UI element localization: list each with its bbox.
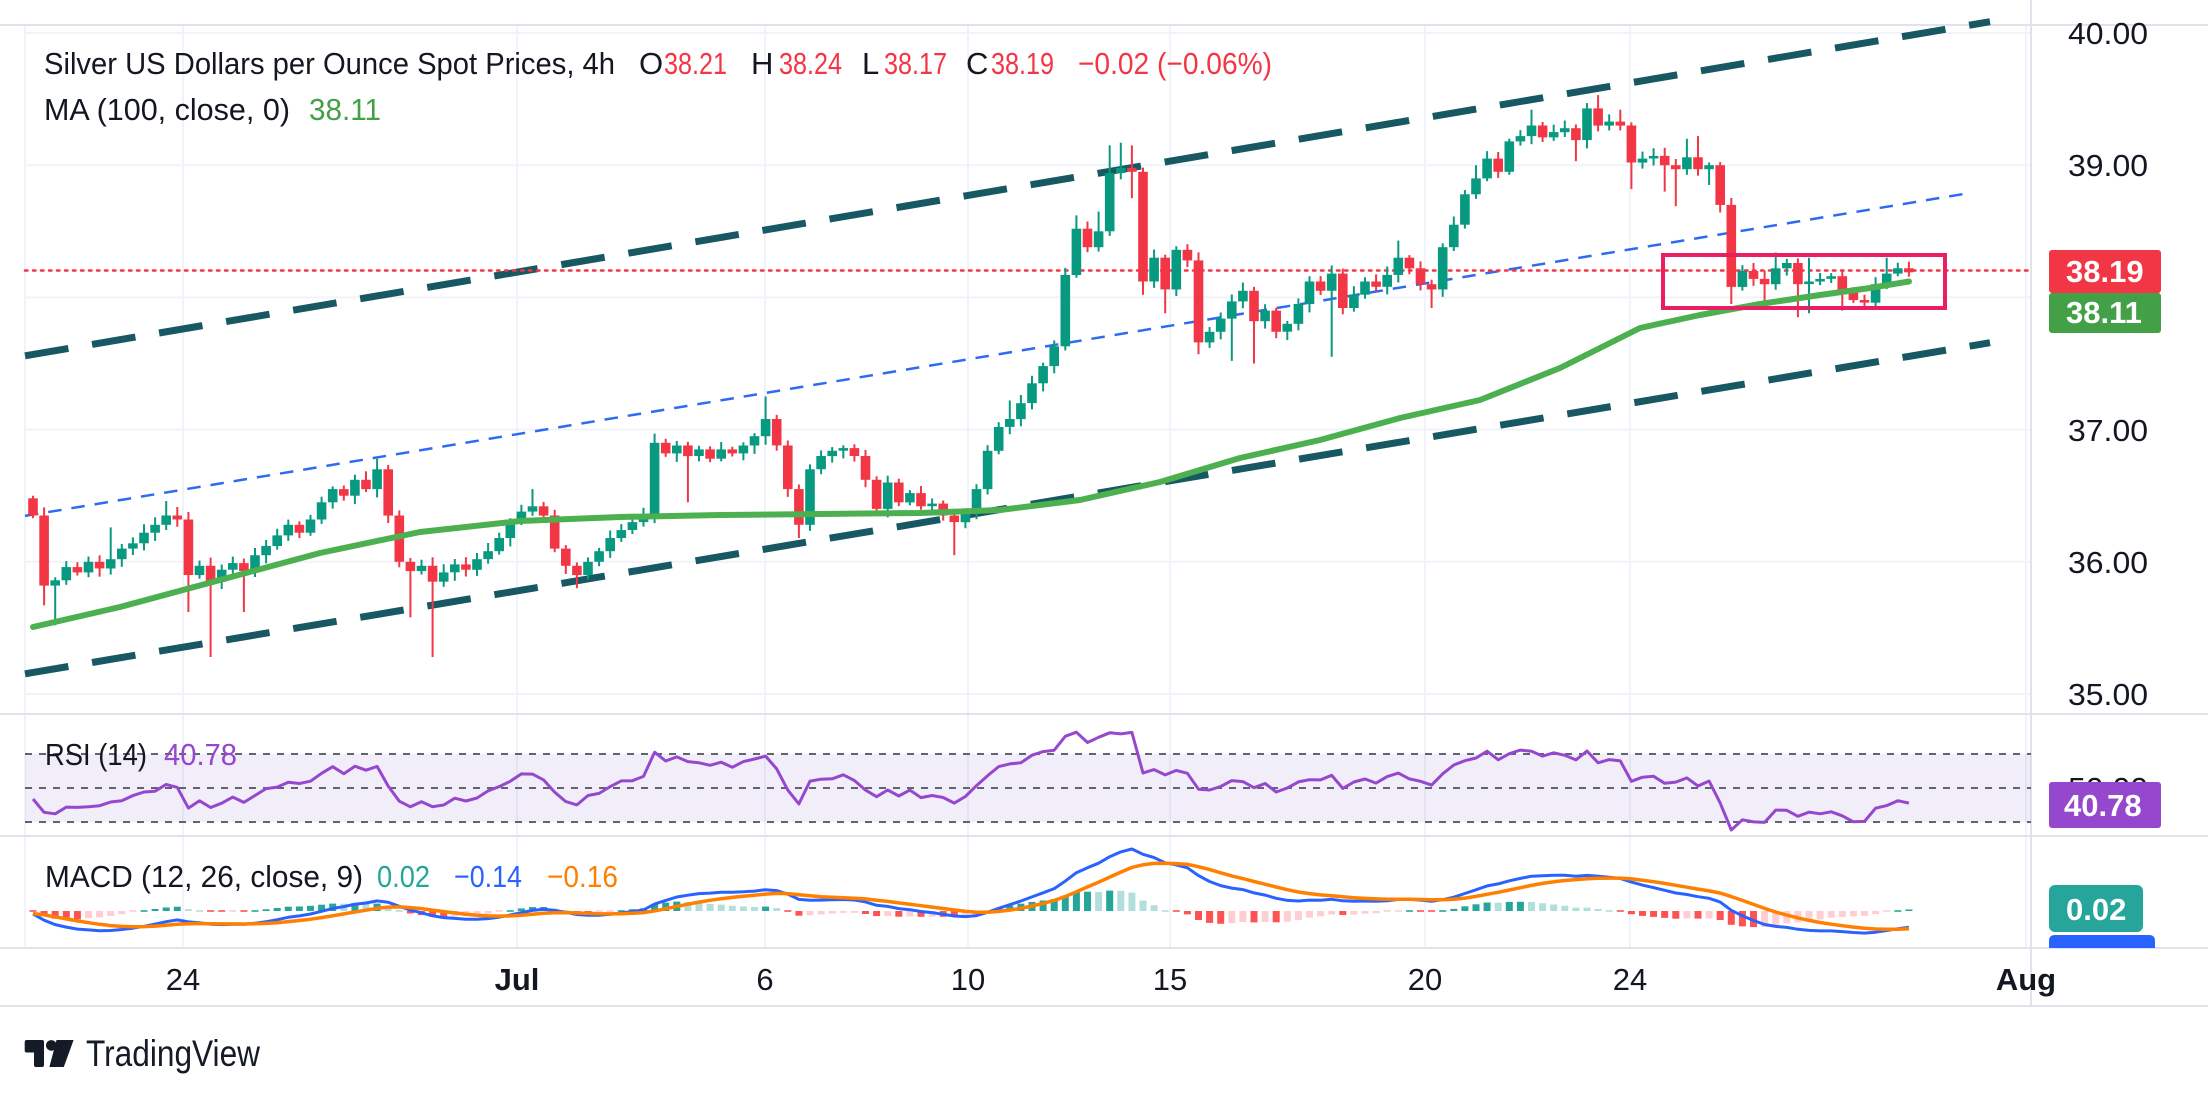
svg-text:37.00: 37.00 [2068, 413, 2148, 448]
svg-text:6: 6 [756, 962, 773, 997]
svg-text:C: C [966, 46, 988, 81]
svg-text:20: 20 [1408, 962, 1442, 997]
svg-text:H: H [751, 46, 773, 81]
svg-text:38.17: 38.17 [884, 46, 947, 81]
svg-text:TradingView: TradingView [86, 1033, 260, 1074]
svg-text:38.24: 38.24 [779, 46, 842, 81]
svg-text:Silver US Dollars per Ounce Sp: Silver US Dollars per Ounce Spot Prices,… [44, 46, 615, 81]
svg-text:40.00: 40.00 [2068, 16, 2148, 51]
svg-text:38.11: 38.11 [2066, 295, 2142, 330]
svg-text:−0.14: −0.14 [454, 859, 522, 894]
svg-text:39.00: 39.00 [2068, 148, 2148, 183]
svg-text:MACD (12, 26, close, 9): MACD (12, 26, close, 9) [45, 859, 363, 894]
svg-text:O: O [639, 46, 663, 81]
svg-text:Aug: Aug [1996, 962, 2056, 997]
svg-text:24: 24 [166, 962, 200, 997]
svg-text:−0.02 (−0.06%): −0.02 (−0.06%) [1078, 46, 1272, 81]
svg-text:0.02: 0.02 [2066, 892, 2126, 927]
svg-text:10: 10 [951, 962, 985, 997]
svg-text:40.78: 40.78 [2064, 788, 2142, 823]
svg-text:38.21: 38.21 [664, 46, 727, 81]
svg-text:35.00: 35.00 [2068, 677, 2148, 712]
svg-text:L: L [862, 46, 879, 81]
svg-text:38.19: 38.19 [2066, 254, 2144, 289]
svg-text:MA (100, close, 0): MA (100, close, 0) [44, 92, 290, 127]
svg-text:RSI (14): RSI (14) [45, 737, 147, 772]
svg-text:Jul: Jul [495, 962, 540, 997]
svg-text:24: 24 [1613, 962, 1647, 997]
svg-text:40.78: 40.78 [164, 737, 237, 772]
svg-text:38.11: 38.11 [309, 92, 381, 127]
svg-text:15: 15 [1153, 962, 1187, 997]
svg-text:0.02: 0.02 [377, 859, 430, 894]
svg-text:38.19: 38.19 [991, 46, 1054, 81]
svg-text:36.00: 36.00 [2068, 545, 2148, 580]
svg-text:−0.16: −0.16 [547, 859, 618, 894]
